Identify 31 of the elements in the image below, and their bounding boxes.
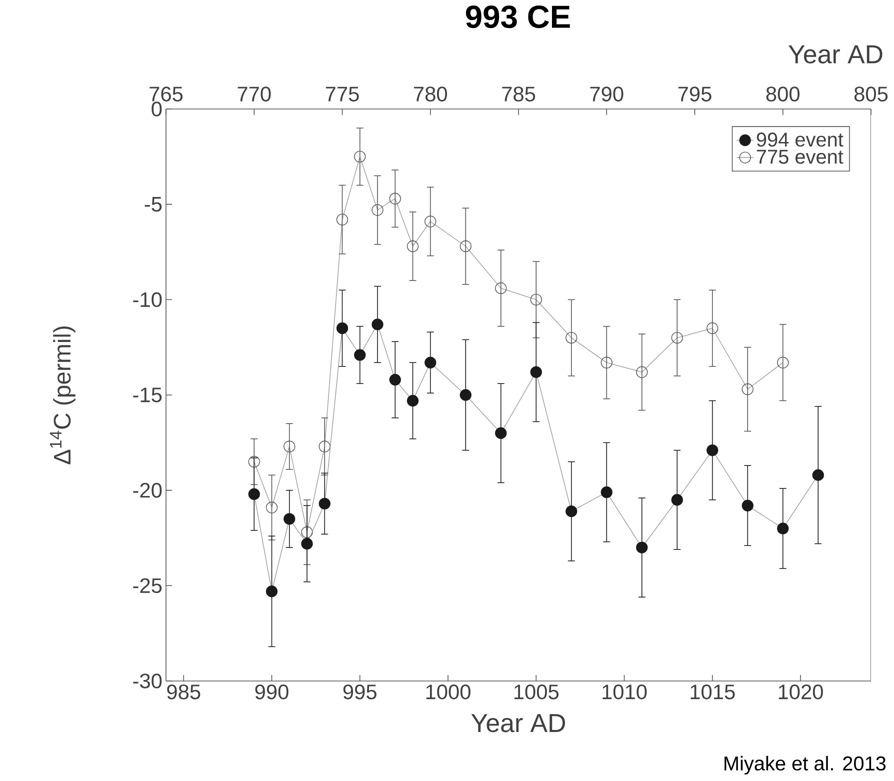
x-tick-label: 1015 [690,684,735,700]
y-tick-label: -20 [133,482,162,498]
x-tick-label: 995 [343,684,376,700]
x2-tick-label: 765 [150,86,183,102]
y-tick-label: -15 [133,388,162,402]
legend-label: 994 event [756,132,844,147]
chart-title: 993 CE [466,6,570,28]
x2-tick-label: 800 [766,86,800,102]
text: Miyake et al. 2013 [724,756,886,774]
x-tick-label: 990 [255,684,288,700]
x2-tick-label: 795 [678,86,712,102]
x-tick-label: 1000 [426,684,470,700]
x2-tick-label: 780 [414,86,448,102]
y-tick-label: 0 [152,102,162,116]
y-tick-label: -10 [133,292,162,308]
x2-tick-label: 785 [502,86,536,102]
x2-axis-title: Year AD [788,45,882,64]
x2-tick-label: 790 [590,86,624,102]
x-tick-label: 1005 [514,684,559,700]
x-tick-label: 985 [167,684,200,700]
x2-tick-label: 775 [326,86,359,102]
x-tick-label: 1020 [778,684,823,700]
x-tick-label: 1010 [602,684,647,700]
x2-tick-label: 805 [854,86,888,102]
y-axis-title: Δ$^{14}$C (permil) [50,326,76,464]
y-tick-label: -5 [144,197,162,212]
y-tick-label: -30 [133,674,162,688]
y-tick-label: -25 [133,578,162,594]
x2-tick-label: 770 [238,86,271,102]
legend-label: 775 event [756,150,844,164]
x-axis-title: Year AD [471,714,566,732]
